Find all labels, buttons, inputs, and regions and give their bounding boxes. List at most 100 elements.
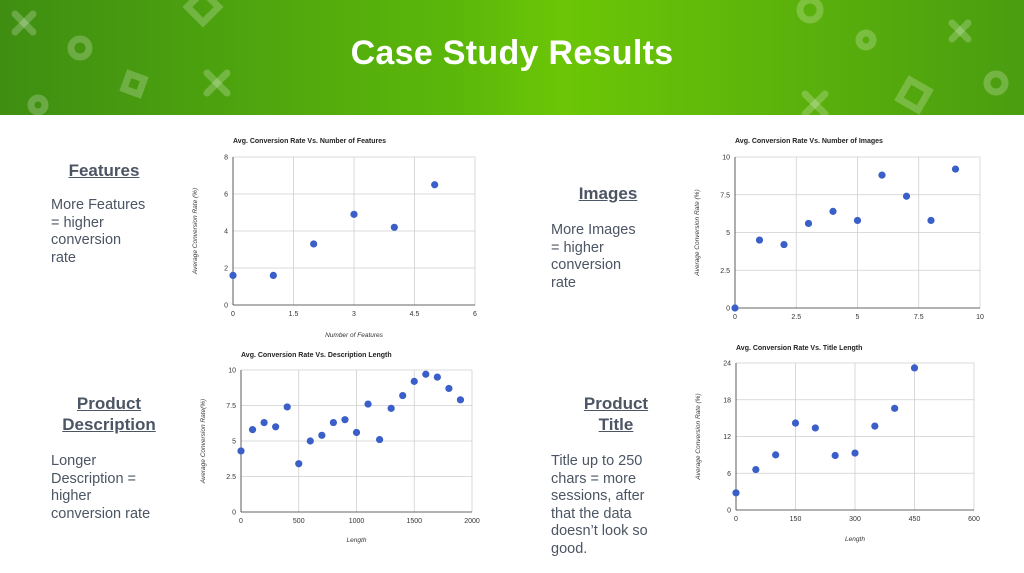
x-axis-label: Length (845, 536, 865, 543)
x-tick-label: 2.5 (791, 314, 801, 321)
y-tick-label: 2.5 (226, 474, 236, 481)
y-tick-label: 0 (232, 510, 236, 517)
y-tick-label: 0 (727, 508, 731, 515)
features-text: More Features = higher conversion rate (51, 197, 146, 266)
data-point (731, 304, 739, 312)
data-point (295, 460, 303, 468)
y-tick-label: 10 (722, 155, 730, 162)
data-point (422, 370, 430, 378)
x-tick-label: 150 (790, 516, 802, 523)
y-tick-label: 0 (726, 306, 730, 313)
data-point (260, 418, 268, 427)
features-scatter-chart: Avg. Conversion Rate Vs. Number of Featu… (192, 138, 477, 339)
x-tick-label: 7.5 (914, 314, 924, 321)
data-point (318, 431, 326, 439)
x-tick-label: 1.5 (289, 311, 299, 318)
x-tick-label: 0 (239, 518, 243, 525)
x-tick-label: 6 (473, 311, 477, 318)
data-point (399, 391, 407, 400)
images-text: More Images = higher conversion rate (551, 222, 636, 291)
x-tick-label: 500 (293, 518, 305, 525)
data-point (387, 404, 395, 412)
data-point (410, 377, 418, 385)
y-tick-label: 24 (723, 361, 731, 368)
data-point (390, 223, 398, 231)
chart-title: Avg. Conversion Rate Vs. Number of Image… (735, 138, 883, 145)
data-point (752, 465, 760, 474)
y-tick-label: 2.5 (720, 268, 730, 275)
data-point (350, 210, 358, 218)
y-axis-label: Average Conversion Rate (%) (694, 189, 701, 276)
description-scatter-chart: Avg. Conversion Rate Vs. Description Len… (200, 352, 480, 544)
data-point (951, 165, 960, 173)
data-point (927, 216, 935, 225)
data-point (272, 423, 280, 431)
data-point (829, 207, 837, 215)
data-point (910, 364, 919, 372)
data-point (431, 181, 439, 189)
x-tick-label: 0 (734, 516, 738, 523)
data-point (851, 449, 859, 457)
data-point (732, 489, 740, 497)
data-point (248, 426, 257, 434)
y-tick-label: 18 (723, 397, 731, 404)
x-tick-label: 10 (976, 314, 984, 321)
x-tick-label: 3 (352, 311, 356, 318)
y-axis-label: Average Conversion Rate (%) (192, 188, 199, 275)
data-point (229, 271, 237, 279)
description-heading: Product Description (62, 394, 156, 434)
data-point (237, 447, 245, 455)
y-tick-label: 7.5 (226, 403, 236, 410)
data-point (811, 424, 819, 432)
x-tick-label: 5 (856, 314, 860, 321)
title-banner: Case Study Results (0, 0, 1024, 115)
data-point (891, 404, 899, 412)
data-point (433, 373, 441, 381)
title-length-scatter-chart: Avg. Conversion Rate Vs. Title Length 0 6 1… (695, 345, 980, 543)
data-point (310, 240, 318, 248)
data-point (853, 216, 862, 225)
y-axis-label: Average Conversion Rate (%) (695, 393, 702, 480)
y-tick-label: 10 (228, 368, 236, 375)
data-point (871, 422, 879, 430)
data-point (269, 271, 277, 279)
data-point (329, 418, 337, 427)
data-point (445, 384, 453, 393)
images-heading: Images (578, 184, 638, 203)
x-tick-label: 1000 (349, 518, 365, 525)
y-tick-label: 7.5 (720, 192, 730, 199)
x-tick-label: 0 (231, 311, 235, 318)
data-point (456, 396, 465, 404)
x-tick-label: 300 (849, 516, 861, 523)
y-tick-label: 5 (726, 230, 730, 237)
data-point (780, 240, 788, 249)
y-tick-label: 5 (232, 439, 236, 446)
data-point (804, 219, 813, 228)
data-point (341, 416, 349, 424)
x-tick-label: 0 (733, 314, 737, 321)
x-tick-label: 600 (968, 516, 980, 523)
data-point (902, 192, 911, 200)
data-point (791, 419, 800, 427)
x-tick-label: 2000 (464, 518, 480, 525)
features-heading: Features (68, 161, 140, 180)
y-tick-label: 0 (224, 303, 228, 310)
x-tick-label: 450 (909, 516, 921, 523)
title-text: Title up to 250 chars = more sessions, a… (551, 453, 648, 557)
x-tick-label: 4.5 (410, 311, 420, 318)
y-tick-label: 6 (727, 471, 731, 478)
chart-title: Avg. Conversion Rate Vs. Description Len… (241, 352, 392, 359)
y-tick-label: 12 (723, 434, 731, 441)
data-point (772, 451, 780, 459)
data-point (755, 236, 764, 244)
description-text: Longer Description = higher conversion r… (51, 453, 151, 522)
y-axis-label: Average Conversion Rate(%) (200, 399, 207, 484)
title-heading: Product Title (583, 394, 649, 434)
data-point (306, 437, 314, 445)
x-axis-label: Length (347, 537, 367, 544)
x-axis-label: Number of Features (325, 332, 384, 339)
chart-title: Avg. Conversion Rate Vs. Title Length (736, 345, 862, 352)
data-point (376, 435, 384, 444)
y-tick-label: 4 (224, 229, 228, 236)
images-scatter-chart: Avg. Conversion Rate Vs. Number of Image… (694, 138, 984, 321)
